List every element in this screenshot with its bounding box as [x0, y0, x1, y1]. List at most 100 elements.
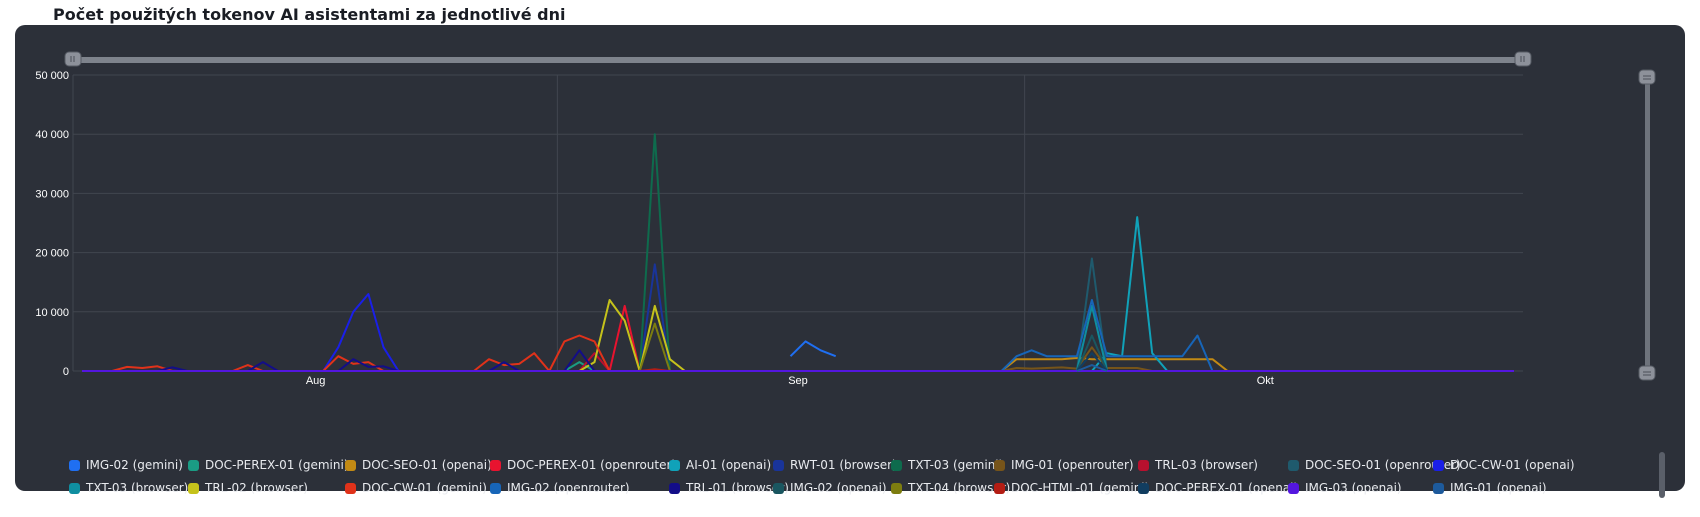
legend-item[interactable]: DOC-SEO-01 (openai): [345, 457, 492, 473]
legend-swatch: [1288, 482, 1299, 494]
y-tick-label: 10 000: [35, 307, 69, 319]
page-title: Počet použitých tokenov AI asistentami z…: [53, 5, 566, 24]
y-range-slider-bottom-handle[interactable]: [1638, 365, 1656, 381]
series-line-16[interactable]: [1075, 334, 1108, 372]
legend-item[interactable]: DOC-SEO-01 (openrouter): [1288, 457, 1461, 473]
legend-label: RWT-01 (browser): [790, 458, 897, 472]
series-line-17[interactable]: [624, 322, 671, 372]
legend-item[interactable]: IMG-02 (gemini): [69, 457, 183, 473]
legend-item[interactable]: TRL-01 (browser): [669, 480, 789, 496]
series-line-8[interactable]: [578, 352, 611, 372]
x-range-slider-track[interactable]: [73, 57, 1523, 63]
series-line-3[interactable]: [608, 304, 641, 372]
chart-legend: IMG-02 (gemini) DOC-PEREX-01 (gemini) DOC-…: [69, 457, 1669, 517]
series-line-2[interactable]: [1000, 357, 1229, 372]
legend-swatch: [773, 482, 784, 494]
series-line-13[interactable]: [111, 334, 611, 372]
legend-item[interactable]: DOC-CW-01 (gemini): [345, 480, 487, 496]
legend-label: DOC-HTML-01 (gemini): [1011, 481, 1150, 495]
legend-item[interactable]: TXT-03 (browser): [69, 480, 188, 496]
chart-panel: 0 10 000 20 000 30 000 40 000 50 000 Aug Sep Ok…: [15, 25, 1685, 498]
series-line-15[interactable]: [157, 349, 596, 372]
legend-label: DOC-SEO-01 (openai): [362, 458, 492, 472]
legend-label: IMG-01 (openai): [1450, 481, 1547, 495]
series-line-0[interactable]: [789, 340, 837, 358]
series-line-19[interactable]: [1076, 352, 1108, 372]
y-tick-label: 40 000: [35, 129, 69, 141]
legend-label: TXT-03 (browser): [86, 481, 189, 495]
legend-item[interactable]: DOC-HTML-01 (gemini): [994, 480, 1149, 496]
y-tick-label: 50 000: [35, 70, 69, 82]
series-line-21[interactable]: [1076, 364, 1108, 372]
legend-label: IMG-02 (openai): [790, 481, 887, 495]
legend-swatch: [490, 482, 501, 494]
series-line-9[interactable]: [1075, 257, 1108, 372]
legend-label: DOC-PEREX-01 (openai): [1155, 481, 1299, 495]
series-line-1[interactable]: [563, 361, 596, 372]
legend-swatch: [1138, 482, 1149, 494]
legend-item[interactable]: IMG-01 (openrouter): [994, 457, 1134, 473]
series-line-5[interactable]: [638, 263, 671, 372]
legend-swatch: [669, 482, 680, 494]
legend-swatch: [69, 459, 80, 471]
legend-label: AI-01 (openai): [686, 458, 772, 472]
legend-swatch: [994, 482, 1005, 494]
legend-item[interactable]: IMG-01 (openai): [1433, 480, 1547, 496]
legend-item[interactable]: IMG-02 (openai): [773, 480, 887, 496]
y-range-slider-top-handle[interactable]: [1638, 69, 1656, 85]
legend-item[interactable]: TRL-03 (browser): [1138, 457, 1258, 473]
x-axis-month-labels: Aug Sep Okt: [306, 375, 1274, 387]
legend-label: DOC-PEREX-01 (openrouter): [507, 458, 677, 472]
series-line-11[interactable]: [1075, 304, 1108, 372]
legend-scrollbar[interactable]: [1659, 452, 1665, 498]
series-line-12[interactable]: [578, 299, 686, 372]
series-line-6[interactable]: [638, 133, 671, 372]
line-chart: 0 10 000 20 000 30 000 40 000 50 000 Aug Sep Ok…: [35, 51, 1656, 387]
legend-item[interactable]: DOC-PEREX-01 (openai): [1138, 480, 1298, 496]
legend-swatch: [345, 459, 356, 471]
x-month-label: Sep: [788, 375, 808, 387]
legend-item[interactable]: AI-01 (openai): [669, 457, 771, 473]
legend-swatch: [69, 482, 80, 494]
legend-item[interactable]: IMG-02 (openrouter): [490, 480, 630, 496]
legend-item[interactable]: TXT-04 (browser): [891, 480, 1010, 496]
legend-swatch: [994, 459, 1005, 471]
legend-label: TXT-04 (browser): [908, 481, 1011, 495]
y-tick-label: 20 000: [35, 248, 69, 260]
legend-swatch: [188, 482, 199, 494]
y-tick-label: 30 000: [35, 188, 69, 200]
grid-layer: [72, 74, 1523, 372]
legend-label: TRL-02 (browser): [205, 481, 308, 495]
legend-item[interactable]: DOC-PEREX-01 (gemini): [188, 457, 349, 473]
legend-label: DOC-CW-01 (openai): [1450, 458, 1575, 472]
series-line-10[interactable]: [322, 293, 400, 372]
y-axis-ticks: 0 10 000 20 000 30 000 40 000 50 000: [35, 70, 69, 378]
x-range-slider-left-handle[interactable]: [64, 51, 82, 67]
legend-item[interactable]: TRL-02 (browser): [188, 480, 308, 496]
legend-swatch: [1433, 459, 1444, 471]
legend-item[interactable]: RWT-01 (browser): [773, 457, 897, 473]
x-range-slider-right-handle[interactable]: [1514, 51, 1532, 67]
legend-label: TXT-03 (gemini): [908, 458, 1004, 472]
x-month-label: Okt: [1257, 375, 1274, 387]
legend-swatch: [188, 459, 199, 471]
legend-label: IMG-02 (openrouter): [507, 481, 630, 495]
legend-swatch: [1288, 459, 1299, 471]
legend-label: IMG-03 (openai): [1305, 481, 1402, 495]
series-line-14[interactable]: [1000, 299, 1214, 372]
legend-swatch: [345, 482, 356, 494]
y-range-slider-track[interactable]: [1645, 80, 1650, 370]
legend-swatch: [773, 459, 784, 471]
legend-item[interactable]: TXT-03 (gemini): [891, 457, 1003, 473]
legend-label: DOC-SEO-01 (openrouter): [1305, 458, 1461, 472]
legend-label: DOC-CW-01 (gemini): [362, 481, 487, 495]
series-lines: [82, 133, 1514, 372]
legend-item[interactable]: DOC-CW-01 (openai): [1433, 457, 1575, 473]
legend-item[interactable]: DOC-PEREX-01 (openrouter): [490, 457, 676, 473]
legend-swatch: [1433, 482, 1444, 494]
legend-label: IMG-02 (gemini): [86, 458, 183, 472]
legend-swatch: [891, 482, 902, 494]
legend-swatch: [669, 459, 680, 471]
legend-item[interactable]: IMG-03 (openai): [1288, 480, 1402, 496]
legend-label: DOC-PEREX-01 (gemini): [205, 458, 349, 472]
